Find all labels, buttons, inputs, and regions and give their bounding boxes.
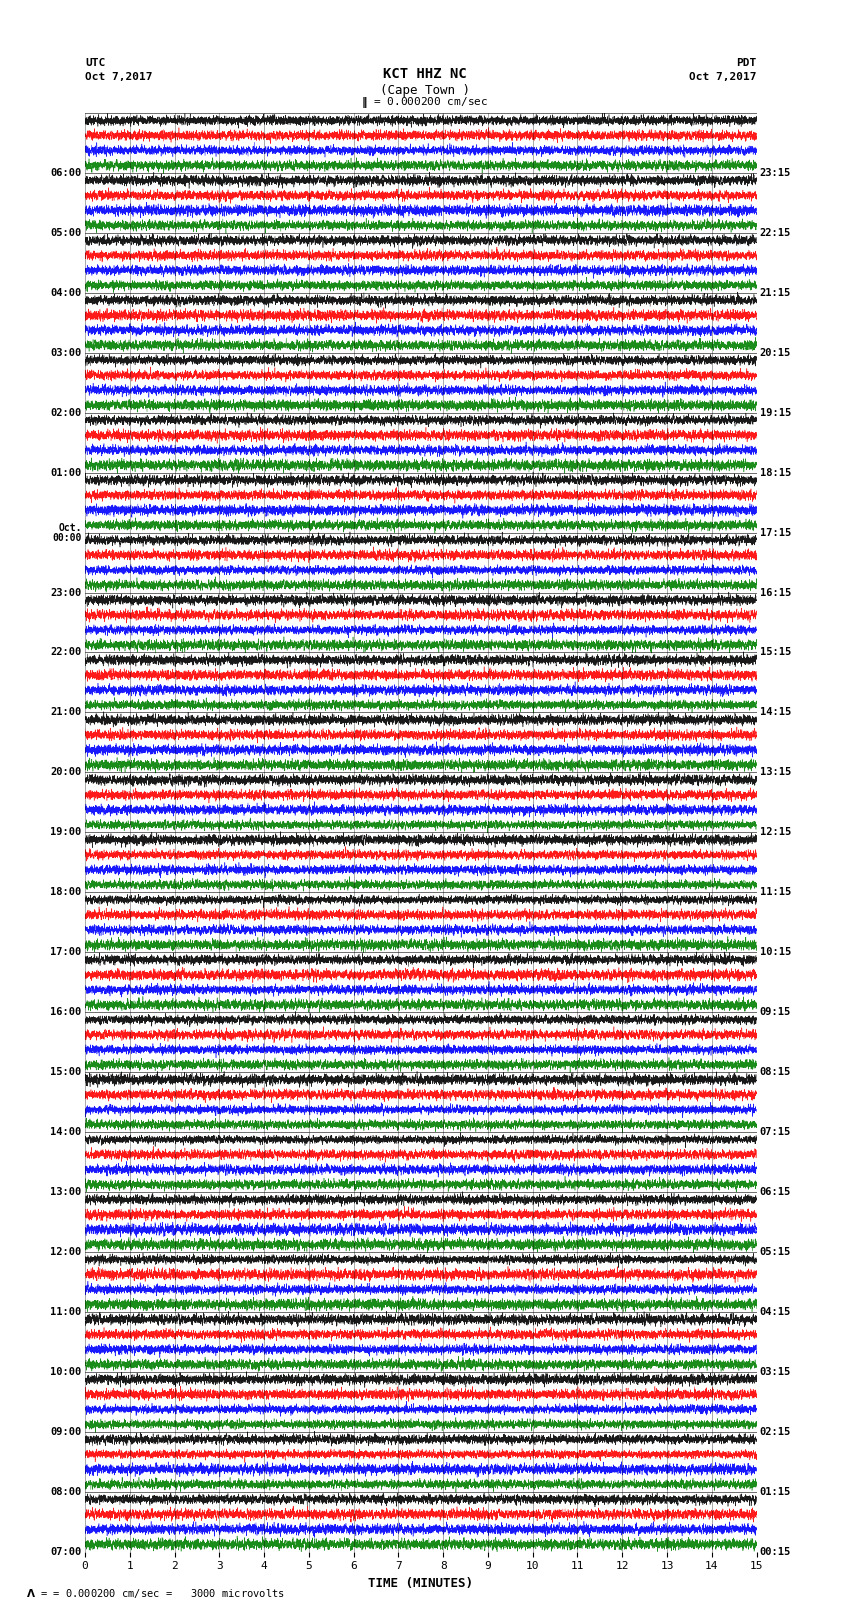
Text: PDT: PDT bbox=[736, 58, 756, 68]
Text: (Cape Town ): (Cape Town ) bbox=[380, 84, 470, 97]
Text: 19:00: 19:00 bbox=[50, 827, 82, 837]
Text: 07:15: 07:15 bbox=[760, 1127, 791, 1137]
Text: 02:15: 02:15 bbox=[760, 1428, 791, 1437]
X-axis label: TIME (MINUTES): TIME (MINUTES) bbox=[368, 1578, 473, 1590]
Text: 04:00: 04:00 bbox=[50, 287, 82, 298]
Text: 16:00: 16:00 bbox=[50, 1007, 82, 1018]
Text: 11:00: 11:00 bbox=[50, 1307, 82, 1316]
Text: $\mathbf{\Lambda}$ = = 0.000200 cm/sec =   3000 microvolts: $\mathbf{\Lambda}$ = = 0.000200 cm/sec =… bbox=[26, 1587, 285, 1600]
Text: 16:15: 16:15 bbox=[760, 587, 791, 597]
Text: 18:15: 18:15 bbox=[760, 468, 791, 477]
Text: 23:00: 23:00 bbox=[50, 587, 82, 597]
Text: 20:00: 20:00 bbox=[50, 768, 82, 777]
Text: 08:00: 08:00 bbox=[50, 1487, 82, 1497]
Text: 00:15: 00:15 bbox=[760, 1547, 791, 1557]
Text: 01:00: 01:00 bbox=[50, 468, 82, 477]
Text: 14:15: 14:15 bbox=[760, 708, 791, 718]
Text: 10:00: 10:00 bbox=[50, 1366, 82, 1378]
Text: 13:00: 13:00 bbox=[50, 1187, 82, 1197]
Text: 00:00: 00:00 bbox=[52, 532, 82, 542]
Text: 04:15: 04:15 bbox=[760, 1307, 791, 1316]
Text: 01:15: 01:15 bbox=[760, 1487, 791, 1497]
Text: 05:15: 05:15 bbox=[760, 1247, 791, 1257]
Text: 03:00: 03:00 bbox=[50, 348, 82, 358]
Text: 23:15: 23:15 bbox=[760, 168, 791, 177]
Text: 09:00: 09:00 bbox=[50, 1428, 82, 1437]
Text: 22:15: 22:15 bbox=[760, 227, 791, 237]
Text: 19:15: 19:15 bbox=[760, 408, 791, 418]
Text: 17:15: 17:15 bbox=[760, 527, 791, 537]
Text: 13:15: 13:15 bbox=[760, 768, 791, 777]
Text: 15:15: 15:15 bbox=[760, 647, 791, 658]
Text: 14:00: 14:00 bbox=[50, 1127, 82, 1137]
Text: Oct 7,2017: Oct 7,2017 bbox=[689, 73, 756, 82]
Text: 05:00: 05:00 bbox=[50, 227, 82, 237]
Text: 06:15: 06:15 bbox=[760, 1187, 791, 1197]
Text: 21:15: 21:15 bbox=[760, 287, 791, 298]
Text: KCT HHZ NC: KCT HHZ NC bbox=[383, 66, 467, 81]
Text: Oct 7,2017: Oct 7,2017 bbox=[85, 73, 152, 82]
Text: UTC: UTC bbox=[85, 58, 105, 68]
Text: 18:00: 18:00 bbox=[50, 887, 82, 897]
Text: 11:15: 11:15 bbox=[760, 887, 791, 897]
Text: Oct.: Oct. bbox=[58, 523, 82, 532]
Text: $\mathbf{\|}$ = 0.000200 cm/sec: $\mathbf{\|}$ = 0.000200 cm/sec bbox=[361, 95, 489, 110]
Text: 09:15: 09:15 bbox=[760, 1007, 791, 1018]
Text: 03:15: 03:15 bbox=[760, 1366, 791, 1378]
Text: 02:00: 02:00 bbox=[50, 408, 82, 418]
Text: 20:15: 20:15 bbox=[760, 348, 791, 358]
Text: 15:00: 15:00 bbox=[50, 1068, 82, 1077]
Text: 17:00: 17:00 bbox=[50, 947, 82, 957]
Text: 08:15: 08:15 bbox=[760, 1068, 791, 1077]
Text: 22:00: 22:00 bbox=[50, 647, 82, 658]
Text: 06:00: 06:00 bbox=[50, 168, 82, 177]
Text: 07:00: 07:00 bbox=[50, 1547, 82, 1557]
Text: 12:00: 12:00 bbox=[50, 1247, 82, 1257]
Text: 10:15: 10:15 bbox=[760, 947, 791, 957]
Text: 21:00: 21:00 bbox=[50, 708, 82, 718]
Text: 12:15: 12:15 bbox=[760, 827, 791, 837]
